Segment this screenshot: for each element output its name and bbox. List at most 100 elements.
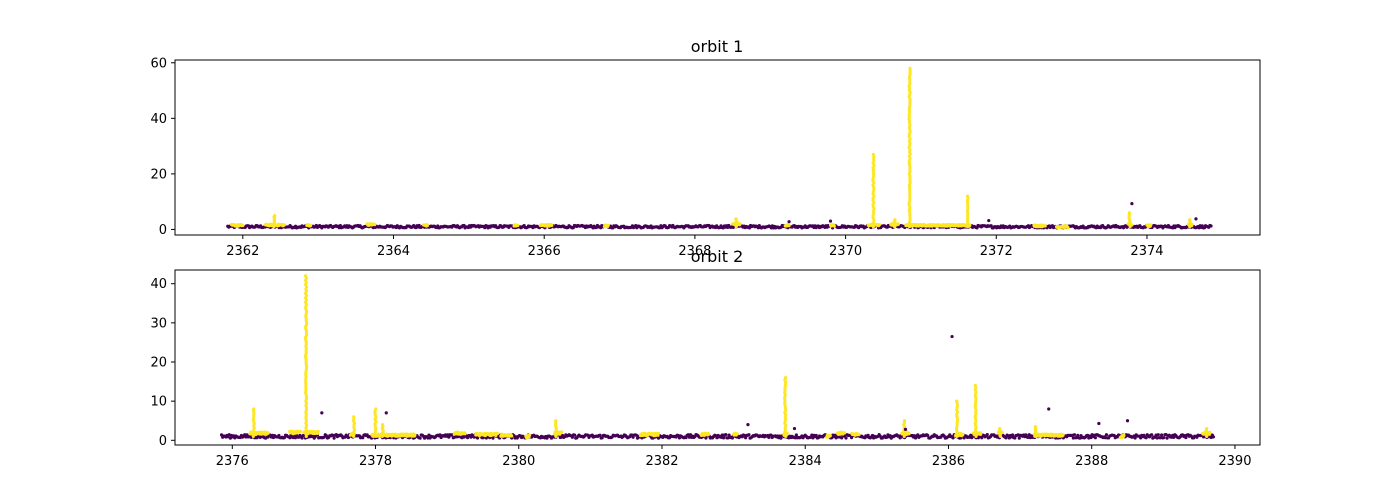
orbit-2-x-tick-label: 2380 [502, 454, 535, 469]
orbit-2-flagged-point [316, 429, 320, 434]
orbit-1-spike-point [1127, 211, 1131, 215]
orbit-2-flagged-point [266, 431, 270, 435]
orbit-2-spike-point [973, 383, 977, 388]
orbit-1-flagged-point [1043, 224, 1047, 228]
orbit-2-flagged-point [463, 432, 467, 436]
orbit-2-outlier-point [1047, 407, 1051, 411]
orbit-2-baseline-point [447, 435, 451, 439]
orbit-2-flagged-point [843, 431, 847, 435]
orbit-2-baseline-point [840, 436, 844, 440]
orbit-2-flagged-point [560, 430, 564, 434]
orbit-2-spike-point [304, 366, 309, 370]
orbit-1-spike-point [908, 101, 912, 106]
orbit-1-flagged-point [373, 223, 377, 227]
orbit-2-baseline-point [686, 433, 690, 437]
orbit-2-outlier-point [792, 426, 797, 431]
orbit-1-outlier-point [987, 218, 991, 223]
orbit-2-spike-point [973, 403, 978, 408]
orbit-2-baseline-point [1093, 436, 1097, 440]
orbit-2-title: orbit 2 [691, 247, 744, 266]
orbit-2-baseline-point [1013, 436, 1017, 440]
orbit-2-spike-point [374, 407, 378, 411]
orbit-2-baseline-point [724, 433, 728, 437]
orbit-2-spike-point [1033, 425, 1037, 429]
orbit-1-spike-point [273, 213, 277, 218]
orbit-1-flagged-point [309, 223, 313, 228]
orbit-2-baseline-point [916, 433, 920, 437]
orbit-2-spike-point [303, 274, 308, 278]
orbit-2-flagged-point [1122, 433, 1126, 437]
orbit-1-spike-point [907, 108, 911, 112]
orbit-2-baseline-point [814, 433, 818, 438]
orbit-2-baseline-point [1156, 433, 1160, 437]
orbit-2-baseline-point [418, 436, 422, 440]
orbit-1-axes-frame [174, 59, 1261, 236]
orbit-2-baseline-point [266, 435, 270, 439]
orbit-2-y-tick-label: 30 [150, 316, 167, 331]
orbit-1-x-tick-label: 2368 [678, 244, 711, 259]
orbit-2-outlier-point [384, 411, 388, 415]
orbit-2-x-tick-label: 2376 [216, 454, 249, 469]
orbit-1-outlier-point [1194, 217, 1198, 221]
orbit-2-baseline-point [426, 436, 430, 440]
orbit-2-baseline-point [1017, 436, 1021, 440]
orbit-2-outlier-point [320, 411, 324, 415]
orbit-1-x-tick-label: 2364 [377, 244, 410, 259]
orbit-2-baseline-point [346, 435, 351, 440]
orbit-2-baseline-point [1133, 436, 1137, 440]
orbit-1-flagged-point [896, 222, 900, 226]
orbit-2-baseline-point [1150, 433, 1154, 437]
orbit-2-spike-point [380, 423, 385, 427]
orbit-2-flagged-point [828, 434, 832, 438]
orbit-2-x-tick-label: 2390 [1218, 454, 1251, 469]
orbit-1-x-tick-label: 2366 [528, 244, 561, 259]
orbit-1-y-tick-label: 20 [150, 167, 167, 182]
orbit-2-baseline-point [1076, 433, 1080, 437]
orbit-2-baseline-point [1104, 433, 1109, 437]
orbit-1-y-tick-label: 60 [150, 56, 167, 71]
orbit-1-flagged-point [1149, 223, 1153, 227]
orbit-2-baseline-point [1184, 435, 1188, 440]
orbit-2-spike-point [252, 407, 256, 411]
orbit-1-flagged-point [282, 223, 286, 227]
orbit-1-spike-point [1188, 218, 1192, 222]
orbit-2-flagged-point [961, 432, 965, 437]
orbit-2-baseline-point [794, 433, 798, 437]
orbit-1-spike-point [734, 217, 738, 221]
orbit-2-baseline-point [598, 433, 602, 437]
orbit-2-spike-point [902, 419, 907, 423]
orbit-2-x-tick-label: 2388 [1075, 454, 1108, 469]
orbit-2-spike-point [304, 355, 308, 359]
orbit-1-flagged-point [516, 223, 520, 228]
orbit-2-spike-point [955, 423, 959, 427]
orbit-2-baseline-point [1159, 433, 1164, 437]
orbit-2-outlier-point [950, 334, 954, 339]
orbit-1-flagged-point [425, 223, 430, 228]
orbit-1-spike-point [908, 178, 912, 183]
orbit-2-outlier-point [1125, 419, 1130, 423]
orbit-2-baseline-point [844, 436, 848, 440]
orbit-2-flagged-point [510, 434, 514, 438]
orbit-2-flagged-point [1208, 430, 1212, 435]
orbit-2-spike-point [783, 376, 788, 380]
orbit-2-baseline-point [1211, 435, 1216, 439]
orbit-1-x-tick-label: 2374 [1130, 244, 1163, 259]
orbit-2-spike-point [304, 382, 308, 386]
orbit-2-baseline-point [491, 436, 495, 440]
orbit-2-spike-point [554, 419, 558, 423]
orbit-2-baseline-point [300, 436, 304, 440]
orbit-1-flagged-point [787, 224, 791, 228]
orbit-2-spike-point [974, 412, 978, 416]
orbit-1-spike-point [965, 194, 970, 198]
orbit-2-flagged-point [527, 433, 532, 437]
orbit-1-x-tick-label: 2372 [980, 244, 1013, 259]
orbit-2-flagged-point [706, 432, 711, 436]
orbit-1-panel: orbit 1 2362 2364 2366 2368 2370 2372 2374 0 20 4… [150, 37, 1261, 259]
orbit-1-outlier-point [828, 219, 833, 223]
orbit-2-spike-point [998, 426, 1002, 431]
orbit-2-baseline-point [1144, 436, 1148, 440]
orbit-2-baseline-point [1162, 436, 1166, 440]
orbit-2-baseline-point [980, 436, 984, 440]
